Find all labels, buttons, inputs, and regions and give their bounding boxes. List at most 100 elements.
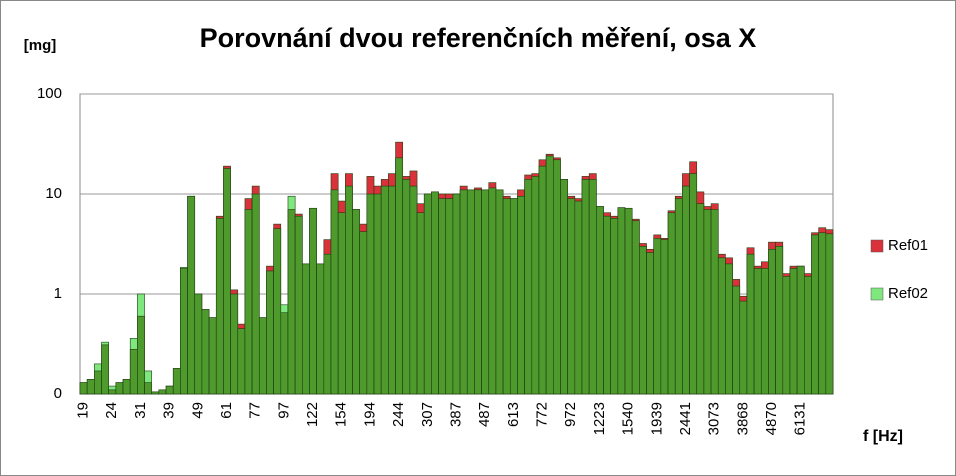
x-tick-label: 972 xyxy=(562,402,579,427)
bar xyxy=(359,231,368,395)
bar xyxy=(725,263,733,395)
bar xyxy=(230,293,239,395)
bar xyxy=(137,315,145,395)
bar xyxy=(682,185,690,395)
x-tick-label: 3868 xyxy=(734,402,751,435)
legend-label: Ref01 xyxy=(888,237,928,254)
bar xyxy=(302,263,310,395)
bar xyxy=(402,179,411,395)
x-tick-label: 19 xyxy=(75,402,92,419)
legend-swatch xyxy=(870,287,884,301)
bar xyxy=(639,245,647,395)
x-tick-label: 613 xyxy=(505,402,522,427)
bar xyxy=(811,234,819,395)
bar xyxy=(223,168,231,395)
y-tick-label: 1 xyxy=(54,285,62,302)
bar xyxy=(796,265,805,395)
bar xyxy=(753,268,762,395)
bar xyxy=(502,198,511,395)
bar xyxy=(215,218,224,395)
bar xyxy=(818,232,827,395)
y-axis-label: [mg] xyxy=(24,37,57,54)
bar xyxy=(244,209,253,395)
x-tick-label: 39 xyxy=(161,402,178,419)
y-tick-label: 10 xyxy=(45,185,62,202)
bar xyxy=(760,268,769,395)
bar xyxy=(352,209,360,395)
bar xyxy=(782,276,791,395)
x-tick-label: 1223 xyxy=(591,402,608,435)
bar xyxy=(667,212,676,395)
bar xyxy=(732,285,741,395)
x-tick-label: 4870 xyxy=(763,402,780,435)
bar xyxy=(775,245,784,395)
bar xyxy=(337,212,346,395)
bar xyxy=(165,385,174,395)
x-tick-label: 194 xyxy=(361,402,378,427)
bar xyxy=(459,189,468,395)
chart-title: Porovnání dvou referenčních měření, osa … xyxy=(200,23,757,53)
bar xyxy=(646,252,655,395)
bar xyxy=(574,200,583,395)
bar xyxy=(158,389,167,395)
y-tick-label: 0 xyxy=(54,385,62,402)
bar xyxy=(431,191,439,395)
bar xyxy=(388,185,396,395)
bar xyxy=(445,198,454,395)
x-tick-label: 61 xyxy=(218,402,235,419)
bar xyxy=(294,215,303,395)
bar xyxy=(180,268,188,395)
x-tick-label: 772 xyxy=(534,402,551,427)
bar xyxy=(438,198,447,395)
x-tick-label: 3073 xyxy=(706,402,723,435)
x-tick-label: 387 xyxy=(447,402,464,427)
bar xyxy=(746,253,755,395)
bar xyxy=(366,193,375,395)
bar xyxy=(395,157,404,395)
bar xyxy=(316,263,325,395)
bar xyxy=(624,207,633,395)
bar xyxy=(689,173,698,395)
bar xyxy=(79,382,88,395)
bar xyxy=(603,215,611,395)
x-tick-label: 1540 xyxy=(620,402,637,435)
bar xyxy=(481,189,490,395)
bar xyxy=(251,193,260,395)
bar xyxy=(517,195,525,395)
bar xyxy=(266,270,274,395)
bar xyxy=(94,370,102,395)
bar xyxy=(553,159,561,395)
bar xyxy=(653,238,662,395)
x-tick-label: 122 xyxy=(304,402,321,427)
bar xyxy=(201,309,210,395)
bar xyxy=(101,344,109,395)
bar xyxy=(488,187,497,395)
bar xyxy=(273,228,282,395)
bar xyxy=(560,179,568,395)
bar xyxy=(696,203,705,395)
bar xyxy=(545,155,554,395)
y-tick-label: 100 xyxy=(37,85,62,102)
bar xyxy=(423,193,432,395)
x-axis-label: f [Hz] xyxy=(863,428,903,445)
bar xyxy=(194,293,203,395)
bar xyxy=(409,185,418,395)
x-tick-label: 49 xyxy=(189,402,206,419)
x-tick-label: 244 xyxy=(390,402,407,427)
bar xyxy=(531,176,540,395)
bar xyxy=(717,257,726,395)
bar xyxy=(237,328,246,395)
bar xyxy=(825,233,834,395)
bar xyxy=(86,379,95,395)
bar xyxy=(474,189,482,395)
bar xyxy=(581,179,590,395)
x-tick-label: 307 xyxy=(419,402,436,427)
bar xyxy=(122,379,131,395)
bar xyxy=(610,218,619,395)
legend-swatch xyxy=(870,239,884,253)
bar xyxy=(323,253,332,395)
x-tick-label: 24 xyxy=(103,402,120,419)
bar xyxy=(108,389,117,395)
bar xyxy=(380,185,389,395)
